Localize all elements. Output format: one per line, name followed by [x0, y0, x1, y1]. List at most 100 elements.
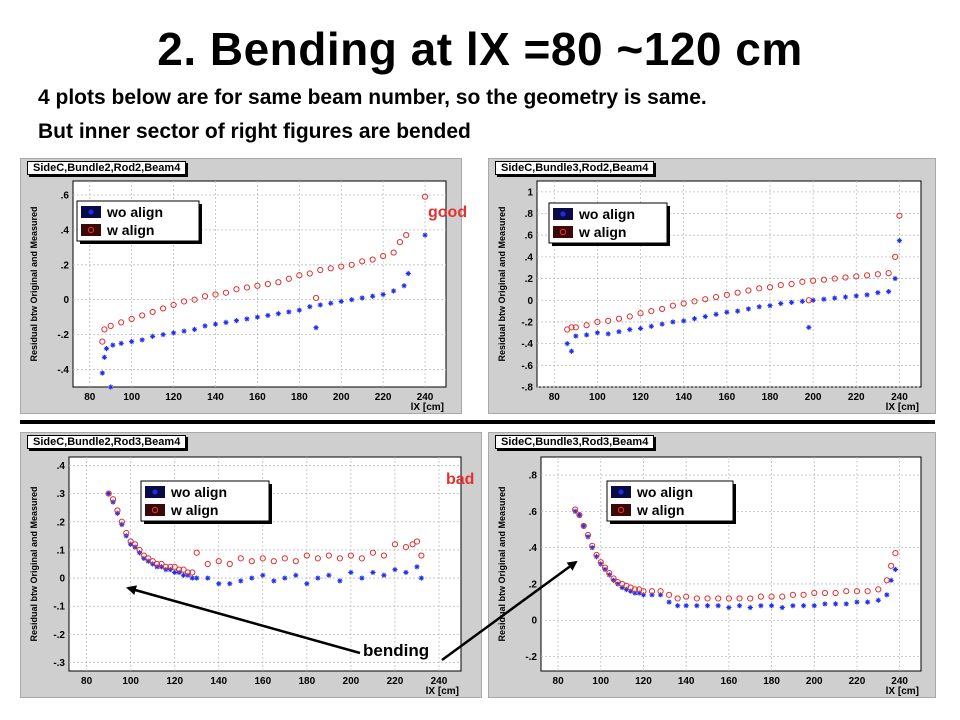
data-point	[325, 552, 332, 559]
data-point	[106, 491, 112, 497]
data-point	[304, 581, 310, 587]
data-point	[616, 329, 622, 335]
series-w-align	[572, 506, 899, 602]
legend-label: wo align	[106, 204, 163, 220]
grid	[541, 457, 921, 671]
legend-swatch	[611, 504, 631, 516]
y-tick-label: .4	[57, 461, 66, 472]
data-point	[702, 296, 709, 303]
data-point	[736, 603, 743, 609]
plot-panel-bottom-right: 80 100 120 140 160 180 200 220 240 -.2 0 .2 .4 .6 .8 lX…	[488, 432, 936, 698]
data-point	[402, 544, 410, 551]
data-point	[842, 274, 849, 281]
legend-marker	[617, 506, 625, 514]
data-point	[669, 302, 677, 309]
data-point	[736, 595, 743, 602]
data-point	[359, 258, 366, 265]
data-point	[704, 595, 711, 602]
data-point	[875, 586, 882, 593]
y-tick-label: .2	[529, 579, 538, 590]
data-point	[153, 560, 161, 568]
series-wo-align	[564, 238, 903, 354]
x-tick-label: 120	[166, 676, 183, 687]
data-point	[180, 572, 187, 578]
data-point	[194, 575, 200, 581]
data-point	[170, 301, 177, 309]
data-point	[822, 601, 828, 607]
x-axis-label: lX [cm]	[886, 686, 919, 697]
data-point	[811, 603, 817, 609]
data-point	[212, 321, 219, 327]
data-point	[222, 289, 230, 296]
data-point	[128, 315, 135, 323]
y-axis-label: Residual btw Original and Measured	[497, 206, 507, 361]
y-tick-label: 0	[527, 296, 533, 307]
data-point	[380, 252, 387, 260]
y-tick-label: -.8	[521, 383, 533, 394]
legend-label: wo align	[636, 484, 693, 500]
y-tick-label: -.2	[57, 330, 69, 341]
data-point	[275, 311, 281, 317]
x-tick-label: 220	[387, 676, 404, 687]
data-point	[584, 332, 590, 338]
y-axis-label: Residual btw Original and Measured	[497, 486, 507, 641]
data-point	[413, 538, 421, 545]
data-point	[875, 597, 881, 603]
data-point	[583, 322, 590, 329]
plot-title: SideC,Bundle2,Rod2,Beam4	[27, 161, 187, 175]
x-tick-label: 80	[549, 392, 561, 403]
data-point	[391, 541, 399, 548]
data-point	[640, 588, 647, 595]
data-point	[702, 313, 708, 320]
legend-marker	[88, 209, 94, 215]
data-point	[896, 238, 903, 244]
x-tick-label: 180	[291, 392, 308, 403]
data-point	[381, 572, 387, 578]
data-point	[564, 341, 570, 347]
data-point	[259, 555, 266, 562]
data-point	[264, 280, 271, 288]
data-point	[637, 325, 644, 332]
y-axis-label: Residual btw Original and Measured	[29, 206, 39, 361]
y-tick-label: .8	[525, 209, 534, 220]
data-point	[238, 578, 244, 584]
data-point	[756, 304, 762, 310]
data-point	[307, 304, 313, 310]
data-point	[864, 292, 870, 298]
x-tick-label: 180	[298, 676, 315, 687]
data-point	[390, 249, 397, 256]
data-point	[821, 589, 829, 597]
data-point	[107, 322, 114, 329]
data-point	[418, 552, 425, 559]
data-point	[201, 293, 209, 300]
data-point	[745, 306, 752, 312]
data-point	[275, 279, 282, 286]
data-point	[244, 316, 250, 322]
legend: wo align w align	[76, 200, 202, 244]
data-point	[140, 552, 147, 559]
data-point	[657, 588, 664, 595]
data-point	[145, 555, 152, 562]
data-point	[854, 599, 860, 605]
data-point	[131, 541, 139, 548]
data-point	[293, 572, 299, 578]
data-point	[601, 564, 609, 571]
data-point	[380, 552, 388, 559]
data-point	[806, 324, 812, 330]
data-point	[885, 270, 892, 277]
data-point	[758, 603, 764, 609]
data-point	[248, 558, 255, 565]
x-tick-label: 160	[721, 676, 738, 687]
data-point	[160, 305, 167, 312]
data-point	[735, 308, 741, 314]
data-point	[597, 559, 604, 566]
data-point	[779, 593, 786, 600]
data-point	[674, 595, 681, 602]
data-point	[105, 490, 112, 497]
data-point	[249, 575, 255, 581]
data-point	[314, 555, 321, 562]
data-point	[606, 572, 612, 578]
x-tick-label: 100	[589, 392, 606, 403]
data-point	[392, 567, 398, 573]
data-point	[181, 328, 187, 334]
